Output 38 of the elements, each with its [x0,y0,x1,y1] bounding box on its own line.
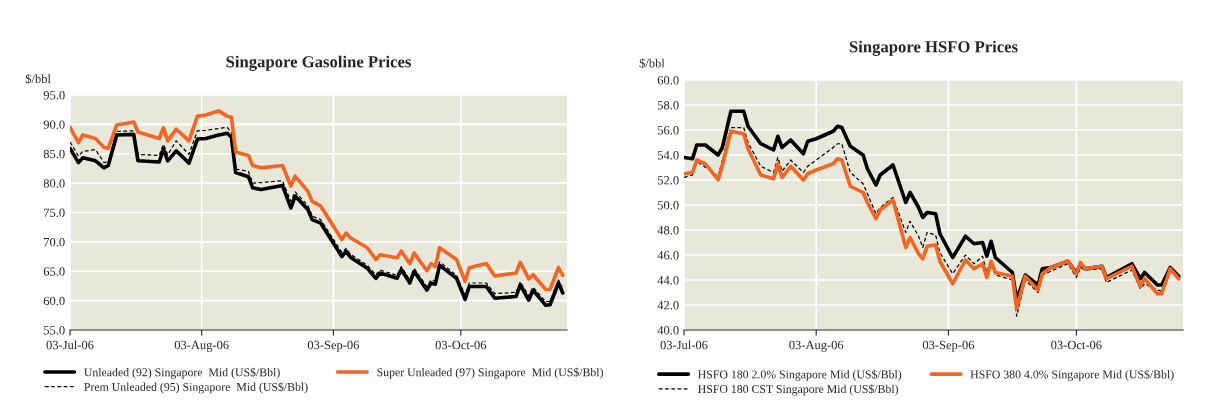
y-tick-label: 48.0 [657,226,679,235]
y-tick-label: 44.0 [657,276,679,285]
y-tick-label: 95.0 [43,91,65,100]
x-tick-label: 03-Sep-06 [922,340,975,352]
y-tick-label: 42.0 [657,301,679,310]
x-tick-label: 03-Oct-06 [435,340,487,350]
legend-label: Prem Unleaded (95) Singapore Mid (US$/Bbl) [84,382,308,394]
x-tick-label: 03-Sep-06 [307,340,360,352]
y-tick-label: 56.0 [657,126,679,135]
y-tick-label: 60.0 [657,76,679,85]
y-tick-label: 52.0 [657,176,679,185]
legend-label: Super Unleaded (97) Singapore Mid (US$/Bbl) [377,367,603,379]
y-tick-label: 55.0 [43,326,65,335]
y-tick-label: 58.0 [657,101,679,110]
legend-label: Unleaded (92) Singapore Mid (US$/Bbl) [84,367,280,379]
x-tick-label: 03-Jul-06 [660,340,708,350]
y-tick-label: 54.0 [657,151,679,160]
y-axis-title: $/bbl [25,73,51,84]
y-tick-label: 50.0 [657,201,679,210]
y-tick-label: 65.0 [43,267,65,276]
chart-title: Singapore HSFO Prices [849,40,1018,56]
y-tick-label: 46.0 [657,251,679,260]
y-tick-label: 75.0 [44,208,65,218]
legend-label: HSFO 380 4.0% Singapore Mid (US$/Bbl) [970,369,1174,381]
y-tick-label: 60.0 [43,296,65,306]
chart-title: Singapore Gasoline Prices [226,55,411,71]
x-tick-label: 03-Aug-06 [174,340,229,352]
x-tick-label: 03-Aug-06 [789,340,844,352]
x-tick-label: 03-Jul-06 [46,340,94,350]
y-axis-title: $/bbl [639,58,665,69]
y-tick-label: 40.0 [657,326,679,335]
legend-label: HSFO 180 CST Singapore Mid (US$/Bbl) [698,384,899,396]
y-tick-label: 85.0 [43,149,65,159]
y-tick-label: 90.0 [43,120,65,129]
x-tick-label: 03-Oct-06 [1051,340,1102,350]
legend-label: HSFO 180 2.0% Singapore Mid (US$/Bbl) [698,369,902,381]
y-tick-label: 70.0 [44,237,65,247]
y-tick-label: 80.0 [43,179,65,188]
